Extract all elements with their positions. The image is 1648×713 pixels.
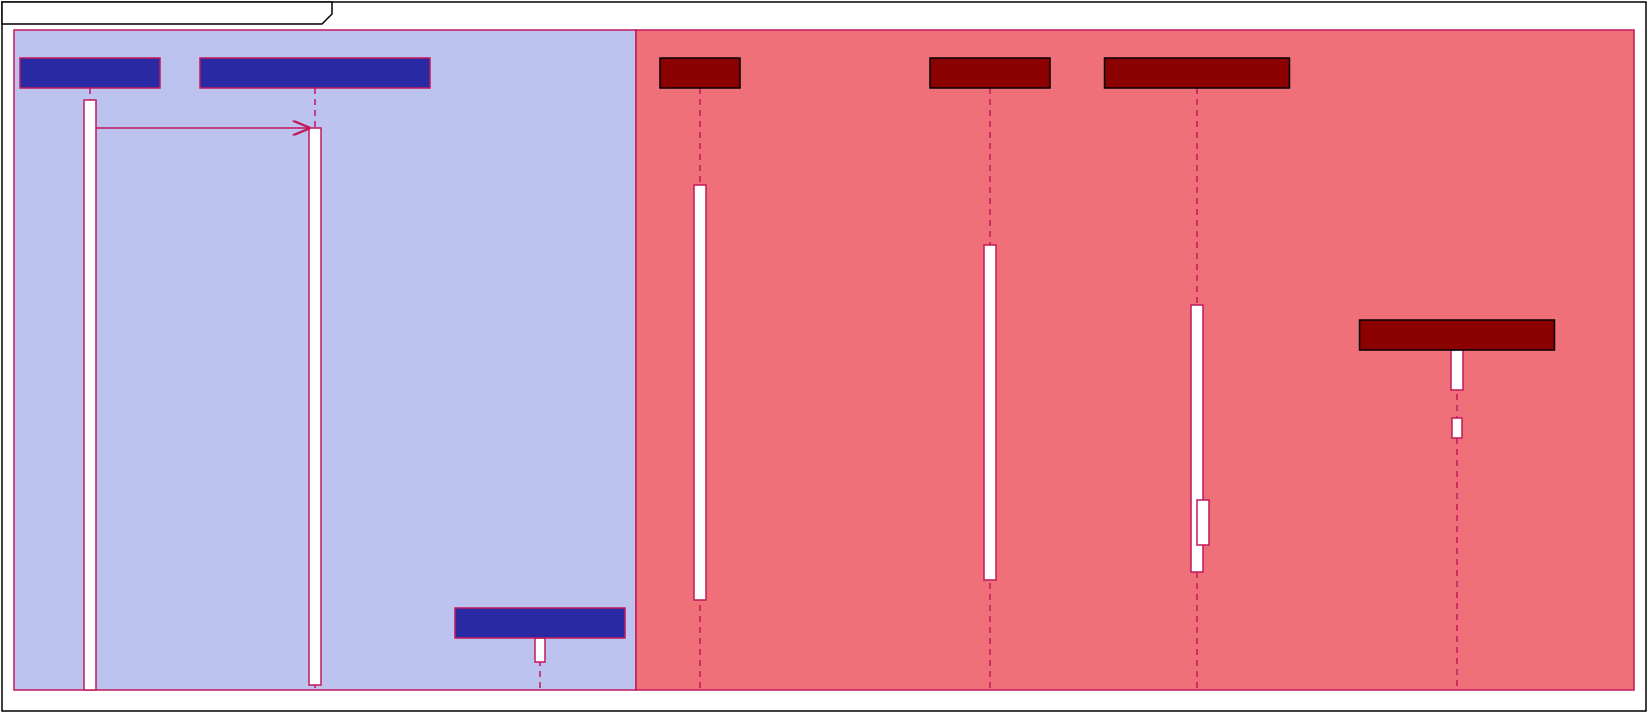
- activation-friendToEdit: [1451, 350, 1463, 390]
- lifeline-box-friendsList: [930, 58, 1050, 88]
- lifeline-box-uniqueFriendsList: [1105, 58, 1290, 88]
- activation-modelObj: [694, 185, 706, 600]
- lifeline-box-friendToEdit: [1360, 320, 1555, 350]
- lifeline-box-commandResult: [455, 608, 625, 638]
- lifeline-box-unlinkFriendCmd: [200, 58, 430, 88]
- activation-uniqueFriendsList: [1197, 500, 1209, 545]
- activation-commandResult: [535, 638, 545, 662]
- activation-friendsList: [984, 245, 996, 580]
- region-logic: [14, 30, 636, 690]
- sequence-diagram: [0, 0, 1648, 713]
- activation-friendToEdit: [1452, 418, 1462, 438]
- activation-logicManager: [84, 100, 96, 690]
- lifeline-box-logicManager: [20, 58, 160, 88]
- lifeline-box-modelObj: [660, 58, 740, 88]
- activation-unlinkFriendCmd: [309, 128, 321, 685]
- region-model: [636, 30, 1634, 690]
